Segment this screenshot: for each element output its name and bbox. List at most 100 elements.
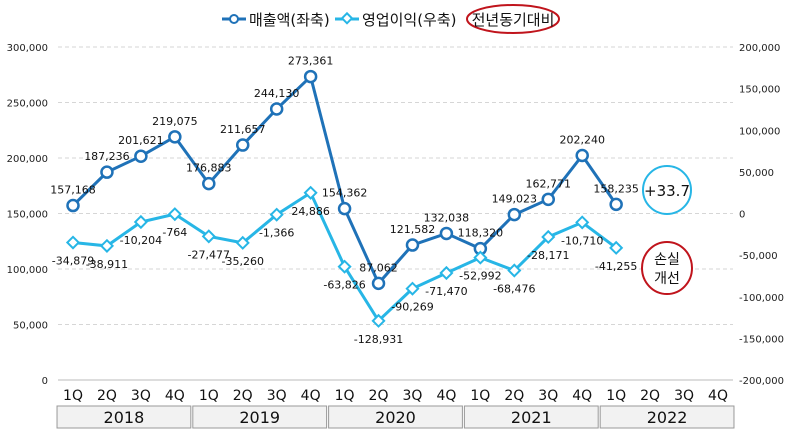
profit-point xyxy=(541,229,556,245)
quarter-tick-label: 3Q xyxy=(674,388,694,404)
profit-data-label: -128,931 xyxy=(354,333,403,346)
right-axis-ticks: -200,000 -150,000 -100,000 -50,000 0 50,000 10… xyxy=(739,43,784,387)
right-tick-label: 0 xyxy=(739,210,745,221)
revenue-point xyxy=(405,238,420,252)
quarter-tick-label: 4Q xyxy=(165,388,185,404)
gridlines xyxy=(58,46,733,381)
profit-data-label: -10,204 xyxy=(120,234,162,247)
profit-data-label: -71,470 xyxy=(425,285,467,298)
profit-point xyxy=(269,207,284,222)
left-tick-label: 150,000 xyxy=(7,210,48,221)
left-tick-label: 50,000 xyxy=(13,321,48,332)
revenue-point xyxy=(235,138,250,152)
left-tick-label: 0 xyxy=(42,376,48,387)
revenue-point xyxy=(100,165,114,179)
annotation-line-1: 손실 xyxy=(654,252,680,268)
annotation-loss-improved: 손실 개선 xyxy=(641,241,693,295)
year-label: 2019 xyxy=(239,408,280,427)
right-tick-label: -50,000 xyxy=(739,251,778,262)
quarter-tick-label: 4Q xyxy=(708,388,728,404)
quarter-tick-label: 2Q xyxy=(233,388,253,404)
profit-point xyxy=(371,313,386,328)
profit-point xyxy=(575,215,590,230)
revenue-data-label: 157,168 xyxy=(50,184,96,197)
profit-point xyxy=(167,207,182,222)
revenue-data-label: 118,320 xyxy=(458,227,504,240)
profit-point xyxy=(507,263,522,278)
quarter-tick-label: 2Q xyxy=(504,388,524,404)
revenue-point xyxy=(609,197,623,212)
revenue-data-label: 211,657 xyxy=(220,123,266,136)
year-label: 2021 xyxy=(511,408,552,427)
revenue-point xyxy=(439,226,454,241)
right-tick-label: -100,000 xyxy=(739,293,784,304)
right-tick-label: -200,000 xyxy=(739,376,784,387)
quarter-tick-label: 3Q xyxy=(403,388,423,404)
annotation-line-2: 개선 xyxy=(654,271,680,287)
revenue-data-label: 202,240 xyxy=(559,134,605,147)
revenue-data-label: 121,582 xyxy=(390,223,436,236)
right-tick-label: 150,000 xyxy=(739,85,780,96)
revenue-point xyxy=(134,149,148,163)
left-tick-label: 100,000 xyxy=(7,265,48,276)
revenue-point xyxy=(371,276,386,291)
year-box xyxy=(192,405,328,429)
legend-note-ellipse xyxy=(466,4,560,34)
revenue-data-label: 187,236 xyxy=(84,150,130,163)
revenue-data-label: 219,075 xyxy=(152,115,198,128)
profit-data-label: -90,269 xyxy=(391,301,433,314)
revenue-point xyxy=(541,192,556,207)
right-tick-label: 50,000 xyxy=(739,168,774,179)
profit-data-label: 24,886 xyxy=(291,205,330,218)
revenue-point xyxy=(66,198,80,213)
profit-data-label: -764 xyxy=(162,226,187,239)
revenue-point xyxy=(575,148,589,163)
profit-point xyxy=(609,240,624,255)
quarter-tick-label: 3Q xyxy=(538,388,558,404)
quarter-tick-label: 1Q xyxy=(335,388,355,404)
quarter-tick-label: 4Q xyxy=(436,388,456,404)
profit-data-label: -63,826 xyxy=(323,279,365,292)
annotation-text: +33.7 xyxy=(644,182,690,200)
revenue-data-label: 149,023 xyxy=(492,193,538,206)
year-label: 2022 xyxy=(647,408,688,427)
revenue-data-label: 154,362 xyxy=(322,187,368,200)
left-tick-label: 300,000 xyxy=(7,43,48,54)
profit-point xyxy=(405,281,420,296)
revenue-data-label: 158,235 xyxy=(593,182,639,195)
year-label: 2020 xyxy=(375,408,416,427)
revenue-point xyxy=(168,130,182,144)
legend-profit-label: 영업이익(우축) xyxy=(362,11,457,29)
revenue-data-label: 273,361 xyxy=(288,55,334,68)
profit-data-label: -35,260 xyxy=(222,255,264,268)
profit-point xyxy=(133,214,148,230)
right-tick-label: 200,000 xyxy=(739,43,780,54)
profit-data-label: -52,992 xyxy=(459,270,501,283)
quarter-tick-label: 3Q xyxy=(267,388,287,404)
legend-revenue-marker-icon xyxy=(229,14,239,24)
year-box xyxy=(56,405,192,429)
profit-data-label: -1,366 xyxy=(259,227,294,240)
quarter-tick-label: 4Q xyxy=(301,388,321,404)
annotation-ellipse xyxy=(641,241,693,295)
quarter-tick-label: 1Q xyxy=(63,388,83,404)
quarter-tick-label: 1Q xyxy=(470,388,490,404)
left-tick-label: 200,000 xyxy=(7,154,48,165)
year-box xyxy=(328,405,463,429)
legend-profit-marker-icon xyxy=(340,11,354,25)
quarter-tick-label: 1Q xyxy=(199,388,219,404)
revenue-data-label: 176,883 xyxy=(186,162,232,175)
legend-note-label: 전년동기대비 xyxy=(472,11,555,29)
left-axis-ticks: 0 50,000 100,000 150,000 200,000 250,000 300,0… xyxy=(7,43,48,387)
legend-revenue-label: 매출액(좌축) xyxy=(249,11,330,29)
profit-data-label: -38,911 xyxy=(86,258,128,271)
revenue-data-label: 162,771 xyxy=(526,177,572,190)
quarter-tick-label: 2Q xyxy=(640,388,660,404)
quarter-tick-label: 2Q xyxy=(97,388,117,404)
profit-point xyxy=(473,250,488,265)
profit-point xyxy=(99,238,115,253)
quarter-tick-label: 2Q xyxy=(369,388,389,404)
year-label: 2018 xyxy=(104,408,145,427)
left-tick-label: 250,000 xyxy=(7,99,48,110)
